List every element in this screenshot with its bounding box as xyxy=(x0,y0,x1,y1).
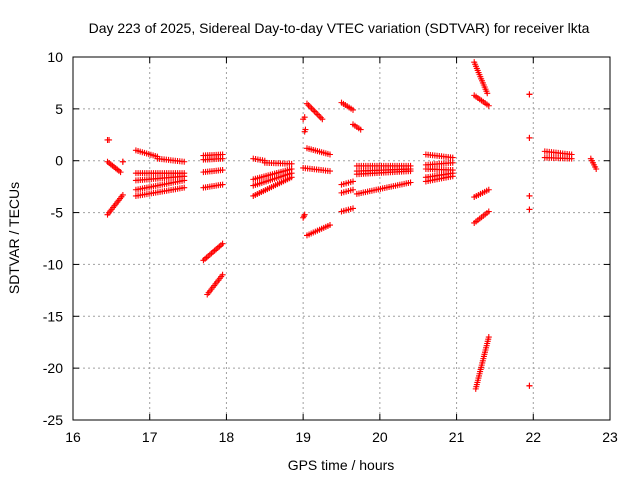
x-tick-label: 16 xyxy=(65,429,81,445)
data-point xyxy=(181,158,188,165)
data-points xyxy=(104,59,600,392)
y-tick-label: 0 xyxy=(55,153,63,169)
data-point xyxy=(526,206,533,213)
data-point xyxy=(485,186,492,193)
data-point xyxy=(350,178,357,185)
axis-ticks xyxy=(72,56,611,421)
chart-title: Day 223 of 2025, Sidereal Day-to-day VTE… xyxy=(89,20,590,36)
data-point xyxy=(326,168,333,175)
data-point xyxy=(357,126,364,133)
data-point xyxy=(181,184,188,191)
data-point xyxy=(526,134,533,141)
y-tick-label: -10 xyxy=(43,256,63,272)
data-point xyxy=(449,154,456,161)
data-point xyxy=(219,167,226,174)
data-point xyxy=(301,114,308,121)
data-point xyxy=(106,136,113,143)
data-point xyxy=(302,126,309,133)
x-tick-label: 19 xyxy=(295,429,311,445)
data-point xyxy=(119,158,126,165)
data-point xyxy=(568,155,575,162)
data-point xyxy=(288,174,295,181)
y-axis-label: SDTVAR / TECUs xyxy=(6,182,22,294)
data-point xyxy=(449,159,456,166)
data-point xyxy=(484,90,491,97)
data-point xyxy=(449,173,456,180)
data-point xyxy=(219,240,226,247)
gridlines xyxy=(73,57,610,420)
data-point xyxy=(301,211,308,218)
data-point xyxy=(593,166,600,173)
data-point xyxy=(326,222,333,229)
data-point xyxy=(119,191,126,198)
data-point xyxy=(407,179,414,186)
x-tick-label: 22 xyxy=(525,429,541,445)
plot-frame xyxy=(72,56,611,421)
x-tick-labels: 16 17 18 19 20 21 22 23 xyxy=(65,429,618,445)
y-tick-labels: 10 5 0 -5 -10 -15 -20 -25 xyxy=(43,49,63,428)
y-tick-label: -15 xyxy=(43,308,63,324)
data-point xyxy=(526,91,533,98)
data-point xyxy=(485,208,492,215)
x-tick-label: 17 xyxy=(142,429,158,445)
data-point xyxy=(117,169,124,176)
y-tick-label: -20 xyxy=(43,360,63,376)
y-tick-label: -5 xyxy=(51,205,64,221)
x-tick-label: 23 xyxy=(602,429,618,445)
data-point xyxy=(407,168,414,175)
data-point xyxy=(326,151,333,158)
data-point xyxy=(526,192,533,199)
data-point xyxy=(350,106,357,113)
x-tick-label: 18 xyxy=(219,429,235,445)
x-axis-label: GPS time / hours xyxy=(288,457,395,473)
data-point xyxy=(181,177,188,184)
data-point xyxy=(485,334,492,341)
data-point xyxy=(219,271,226,278)
data-point xyxy=(485,102,492,109)
y-tick-label: -25 xyxy=(43,412,63,428)
y-tick-label: 5 xyxy=(55,101,63,117)
data-point xyxy=(219,181,226,188)
data-point xyxy=(526,382,533,389)
data-point xyxy=(350,205,357,212)
data-point xyxy=(319,116,326,123)
x-tick-label: 21 xyxy=(449,429,465,445)
data-point xyxy=(350,186,357,193)
y-tick-label: 10 xyxy=(47,49,63,65)
data-point xyxy=(219,155,226,162)
data-point xyxy=(288,160,295,167)
x-tick-label: 20 xyxy=(372,429,388,445)
